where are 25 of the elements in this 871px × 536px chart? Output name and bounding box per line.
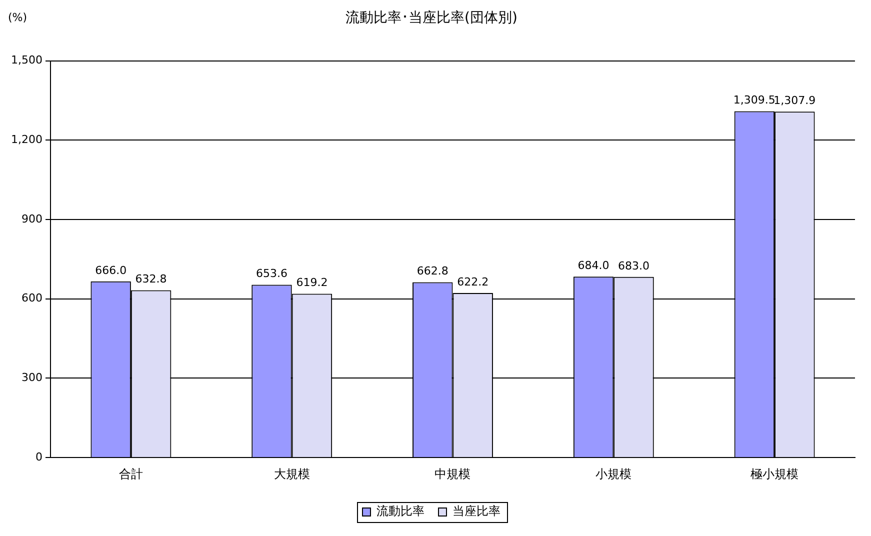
x-tick-label: 極小規模 — [750, 466, 799, 481]
data-label: 666.0 — [95, 264, 127, 277]
data-label: 684.0 — [578, 259, 610, 272]
chart-title: 流動比率･当座比率(団体別) — [346, 10, 518, 26]
data-label: 632.8 — [135, 272, 167, 286]
x-tick-label: 中規模 — [434, 466, 471, 481]
data-label: 1,309.5 — [733, 94, 776, 107]
x-tick-label: 小規模 — [596, 466, 632, 481]
data-label: 653.6 — [256, 267, 288, 280]
data-label: 683.0 — [618, 259, 650, 272]
y-axis-title: (%) — [8, 10, 28, 24]
y-tick-label: 600 — [21, 292, 42, 305]
data-label: 619.2 — [296, 276, 328, 290]
y-tick-label: 0 — [35, 450, 42, 464]
x-tick-label: 合計 — [118, 466, 143, 481]
data-label: 622.2 — [457, 275, 489, 288]
data-label: 662.8 — [416, 264, 448, 278]
legend-label: 当座比率 — [452, 504, 500, 518]
y-tick-label: 1,200 — [10, 133, 42, 146]
y-tick-label: 900 — [21, 212, 42, 226]
y-tick-label: 1,500 — [10, 54, 42, 67]
data-label: 1,307.9 — [774, 94, 816, 107]
y-tick-label: 300 — [21, 371, 42, 384]
legend-label: 流動比率 — [376, 504, 424, 518]
x-tick-label: 大規模 — [274, 466, 310, 481]
